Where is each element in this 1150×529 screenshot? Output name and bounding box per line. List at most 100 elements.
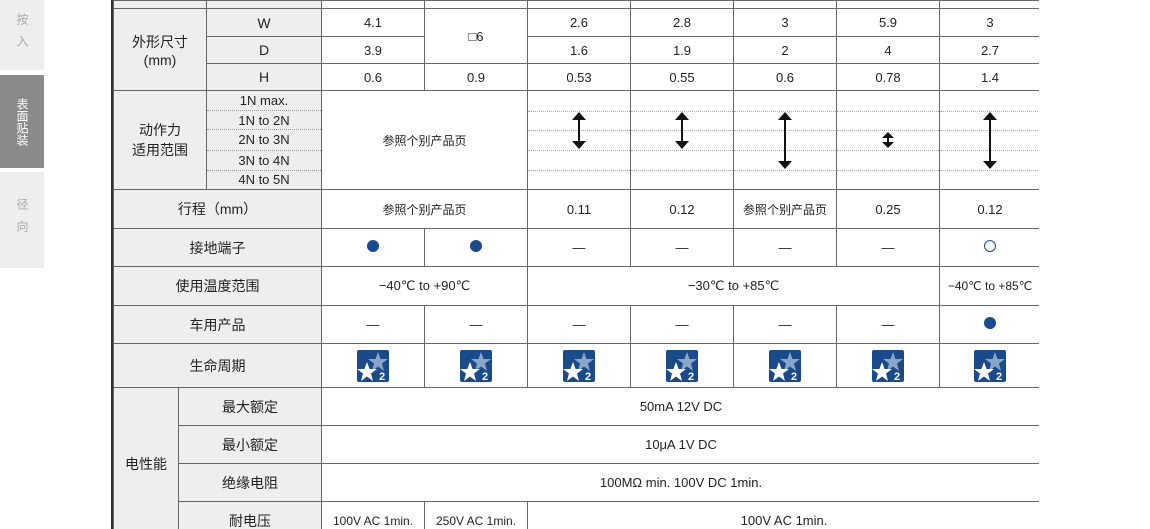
cell: □6 bbox=[424, 8, 528, 64]
spec-table-container: 外形尺寸 (mm) W 4.1 □6 2.6 2.8 3 5.9 3 D 3.9 … bbox=[111, 0, 1039, 529]
cell: 4 bbox=[836, 36, 940, 64]
row-w: 外形尺寸 (mm) W 4.1 □6 2.6 2.8 3 5.9 3 bbox=[113, 8, 1039, 91]
force-range-arrow-icon bbox=[983, 112, 997, 169]
cell: 0.6 bbox=[733, 63, 837, 91]
ground-label: 接地端子 bbox=[113, 228, 322, 267]
cell: 5.9 bbox=[836, 8, 940, 37]
open-circle-icon bbox=[984, 240, 996, 252]
row-life: 生命周期 2 2 2 2 2 2 2 bbox=[113, 343, 1039, 388]
cell: 3 bbox=[939, 8, 1039, 37]
cell: 2.6 bbox=[527, 8, 631, 37]
cell: 0.53 bbox=[527, 63, 631, 91]
row-max: 电性能 最大额定 50mA 12V DC bbox=[113, 387, 1039, 529]
cell: — bbox=[733, 305, 837, 344]
cell: 3 bbox=[733, 8, 837, 37]
cell: 0.25 bbox=[836, 189, 940, 229]
sidebar-tab-smd[interactable]: 表面贴装 bbox=[0, 75, 44, 168]
dotted-divider bbox=[631, 150, 733, 151]
cell: 100MΩ min. 100V DC 1min. bbox=[321, 463, 1039, 502]
force-range-cell bbox=[836, 90, 940, 190]
wv-label: 耐电压 bbox=[178, 501, 322, 529]
stroke-label: 行程（mm） bbox=[113, 189, 322, 229]
svg-text:2: 2 bbox=[688, 371, 694, 382]
force-range-cell bbox=[939, 90, 1039, 190]
cell: −40℃ to +85℃ bbox=[939, 266, 1039, 306]
svg-text:2: 2 bbox=[379, 371, 385, 382]
min-label: 最小额定 bbox=[178, 425, 322, 464]
cell: −40℃ to +90℃ bbox=[321, 266, 528, 306]
svg-text:2: 2 bbox=[585, 371, 591, 382]
force-level: 1N to 2N bbox=[206, 110, 322, 131]
cell: 50mA 12V DC bbox=[321, 387, 1039, 426]
cell: 1.4 bbox=[939, 63, 1039, 91]
force-range-arrow-icon bbox=[882, 132, 894, 148]
force-level: 1N max. bbox=[206, 89, 322, 112]
row-ground: 接地端子 — — — — bbox=[113, 228, 1039, 267]
lifecycle-star-2-icon: 2 bbox=[666, 349, 698, 383]
force-range-cell bbox=[527, 90, 631, 190]
dotted-divider bbox=[631, 111, 733, 112]
cell bbox=[321, 228, 425, 267]
tab-label: 表面贴装 bbox=[15, 97, 29, 146]
sidebar-tab-press-in[interactable]: 按入 bbox=[0, 0, 44, 70]
cell: −30℃ to +85℃ bbox=[527, 266, 940, 306]
force-range-cell bbox=[630, 90, 734, 190]
cell: 2 bbox=[733, 343, 837, 388]
dotted-divider bbox=[837, 170, 939, 171]
lifecycle-star-2-icon: 2 bbox=[769, 349, 801, 383]
svg-text:2: 2 bbox=[791, 371, 797, 382]
cell: 参照个别产品页 bbox=[321, 90, 528, 190]
cell: 0.9 bbox=[424, 63, 528, 91]
cell: 0.12 bbox=[939, 189, 1039, 229]
cell bbox=[939, 228, 1039, 267]
cell: 4.1 bbox=[321, 8, 425, 37]
dotted-divider bbox=[940, 111, 1039, 112]
cell: 0.6 bbox=[321, 63, 425, 91]
cell: 3.9 bbox=[321, 36, 425, 64]
row-ins: 绝缘电阻 100MΩ min. 100V DC 1min. bbox=[114, 463, 1039, 502]
row-h: H 0.6 0.9 0.53 0.55 0.6 0.78 1.4 bbox=[114, 63, 1039, 91]
svg-text:2: 2 bbox=[482, 371, 488, 382]
row-wv: 耐电压 100V AC 1min. 250V AC 1min. 100V AC … bbox=[114, 501, 1039, 529]
dotted-divider bbox=[528, 170, 630, 171]
lifecycle-star-2-icon: 2 bbox=[357, 349, 389, 383]
cell: — bbox=[836, 228, 940, 267]
force-label: 动作力 适用范围 bbox=[113, 90, 207, 190]
cell: 2 bbox=[733, 36, 837, 64]
cell: 2 bbox=[630, 343, 734, 388]
cell: 100V AC 1min. bbox=[527, 501, 1039, 529]
filled-circle-icon bbox=[984, 317, 996, 329]
cell bbox=[939, 305, 1039, 344]
cell: — bbox=[836, 305, 940, 344]
lifecycle-star-2-icon: 2 bbox=[563, 349, 595, 383]
force-level: 2N to 3N bbox=[206, 129, 322, 151]
row-min: 最小额定 10μA 1V DC bbox=[114, 425, 1039, 464]
cell: — bbox=[733, 228, 837, 267]
cell: 2 bbox=[836, 343, 940, 388]
dotted-divider bbox=[837, 130, 939, 131]
tab-label: 按入 bbox=[15, 13, 29, 57]
life-label: 生命周期 bbox=[113, 343, 322, 388]
lifecycle-star-2-icon: 2 bbox=[974, 349, 1006, 383]
cell: — bbox=[527, 305, 631, 344]
dotted-divider bbox=[528, 111, 630, 112]
cell bbox=[424, 228, 528, 267]
sidebar-tab-radial[interactable]: 径向 bbox=[0, 172, 44, 268]
cell: — bbox=[321, 305, 425, 344]
force-level: 3N to 4N bbox=[206, 149, 322, 171]
d-label: D bbox=[206, 36, 322, 64]
cell: 参照个别产品页 bbox=[733, 189, 837, 229]
row-d: D 3.9 1.6 1.9 2 4 2.7 bbox=[114, 36, 1039, 64]
force-range-arrow-icon bbox=[675, 112, 689, 149]
dotted-divider bbox=[734, 111, 836, 112]
svg-text:2: 2 bbox=[996, 371, 1002, 382]
row-temp: 使用温度范围 −40℃ to +90℃ −30℃ to +85℃ −40℃ to… bbox=[113, 266, 1039, 306]
spec-table: 外形尺寸 (mm) W 4.1 □6 2.6 2.8 3 5.9 3 D 3.9 … bbox=[113, 0, 1039, 529]
dotted-divider bbox=[528, 150, 630, 151]
dotted-divider bbox=[734, 170, 836, 171]
force-level: 4N to 5N bbox=[206, 169, 322, 191]
dims-label: 外形尺寸 (mm) bbox=[113, 8, 207, 91]
row-force: 动作力 适用范围 1N max. 参照个别产品页 bbox=[113, 89, 1039, 190]
cell: 100V AC 1min. bbox=[321, 501, 425, 529]
ins-label: 绝缘电阻 bbox=[178, 463, 322, 502]
